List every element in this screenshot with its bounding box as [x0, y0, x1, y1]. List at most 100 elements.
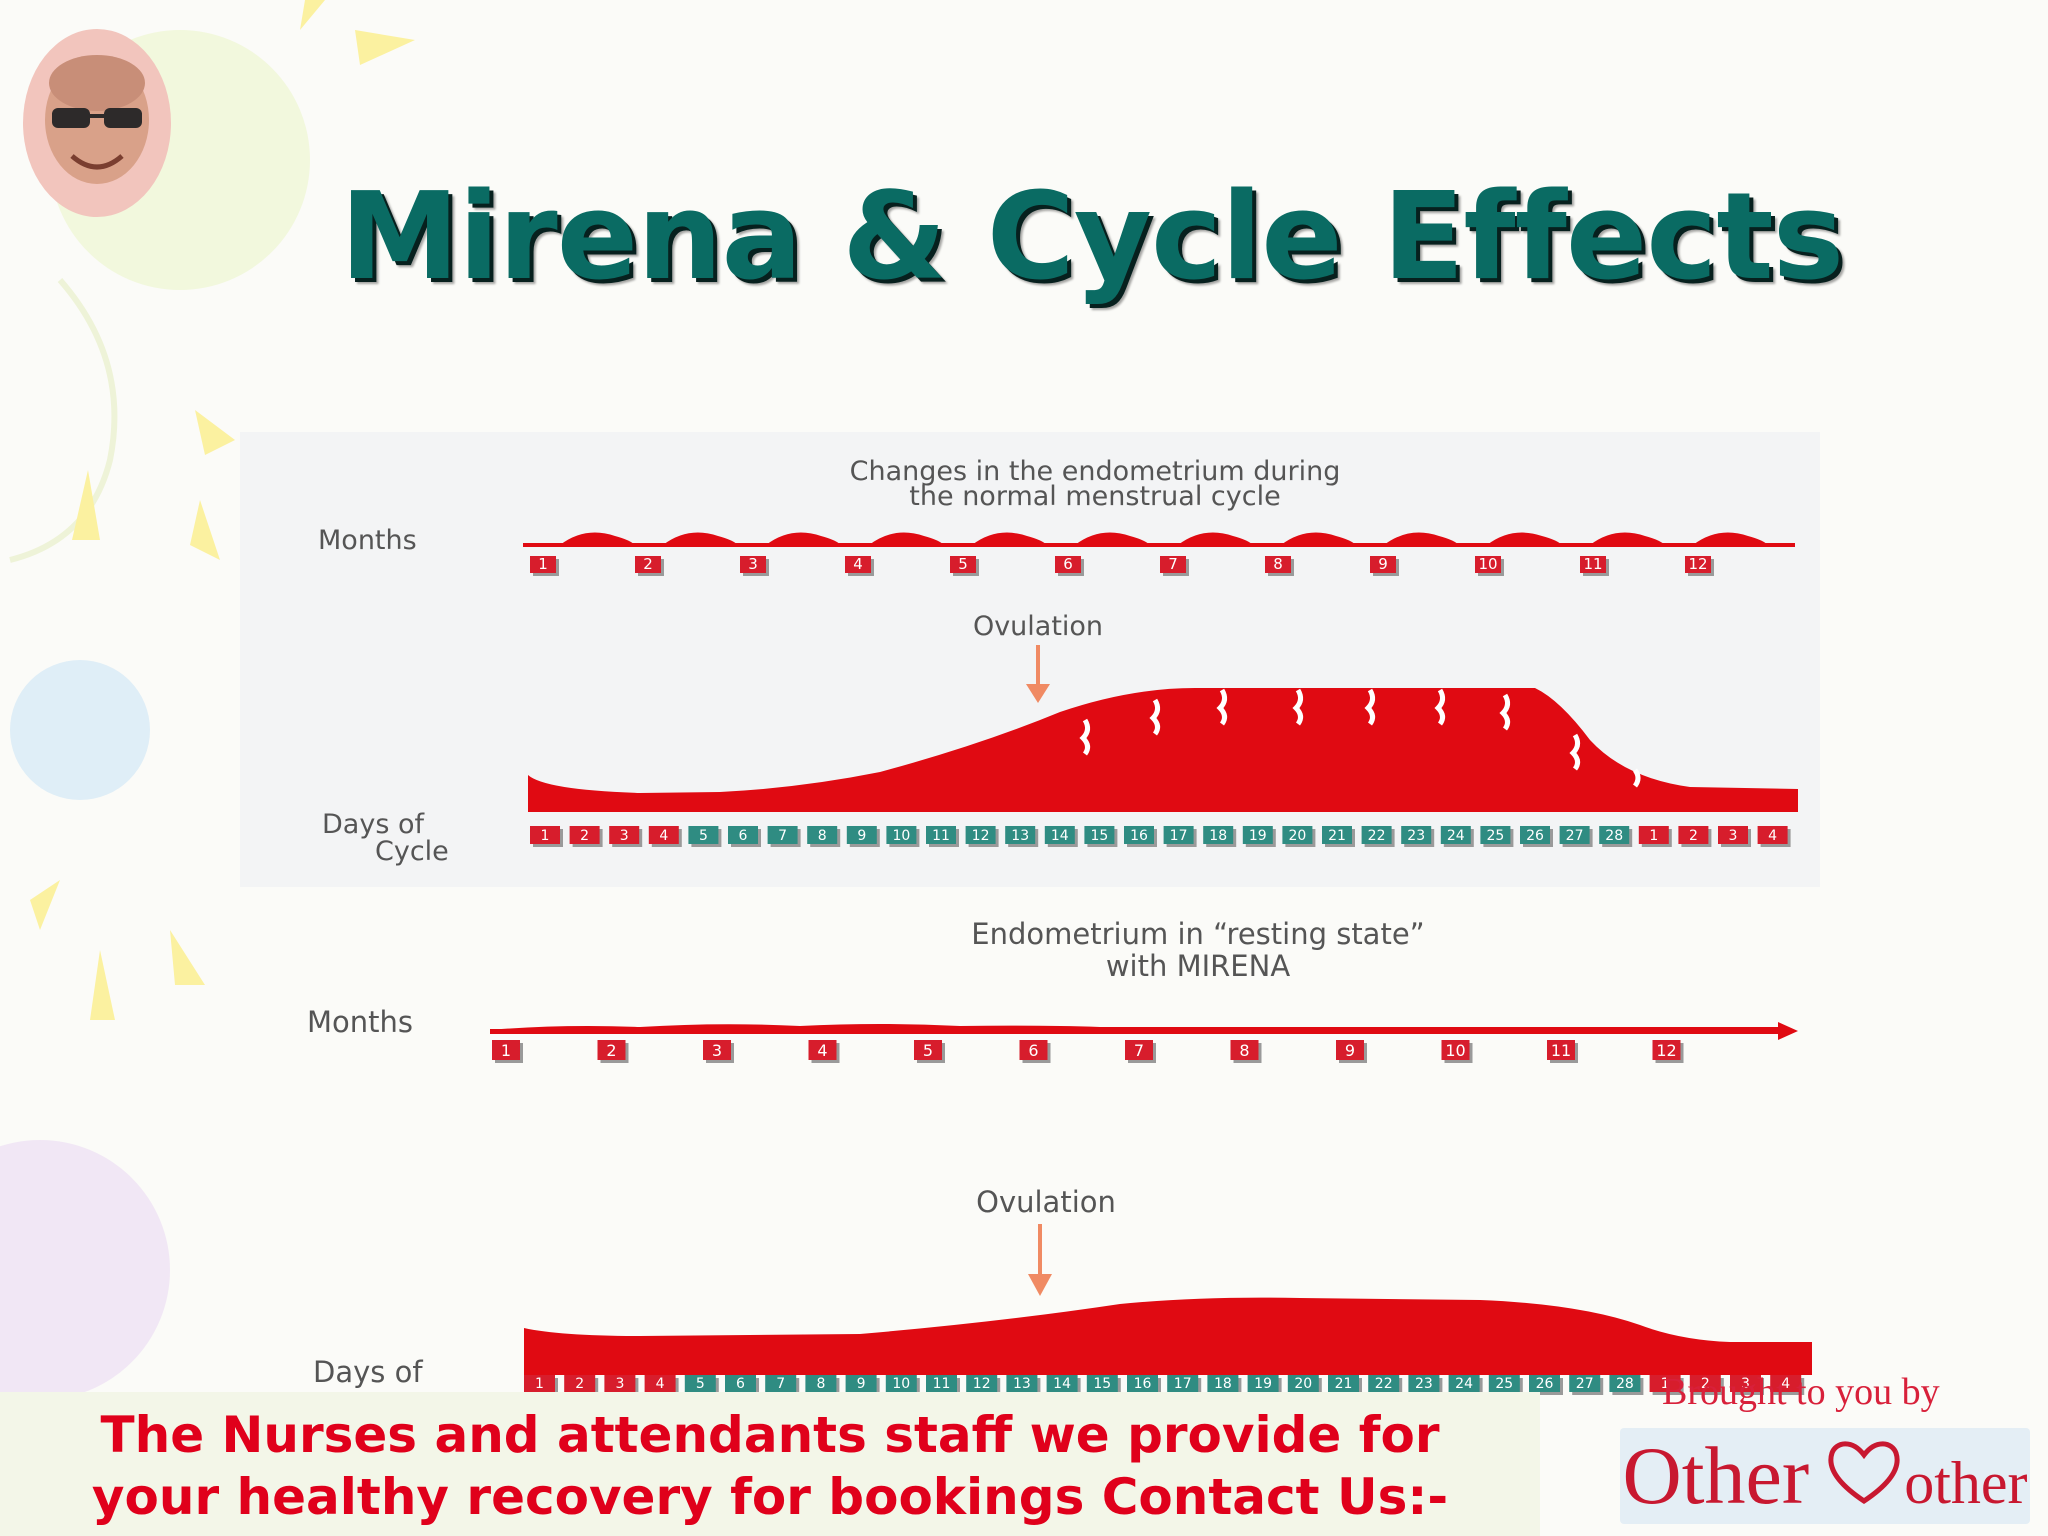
top-day-box-14: 14: [1044, 826, 1078, 847]
top-month-box-5-label: 5: [958, 555, 968, 573]
bottom-months-arrow: [490, 1022, 1798, 1040]
top-day-box-12-label: 12: [972, 828, 990, 844]
bottom-month-box-12-label: 12: [1656, 1041, 1676, 1060]
top-days-label-line1: Days of: [322, 809, 425, 840]
bottom-day-box-5: 5: [684, 1375, 719, 1395]
top-day-box-32: 4: [1757, 826, 1791, 847]
bottom-month-box-2: 2: [597, 1040, 629, 1063]
top-months-label: Months: [318, 525, 417, 556]
bottom-month-box-6: 6: [1019, 1040, 1051, 1063]
top-month-box-10: 10: [1475, 555, 1504, 576]
top-day-box-28: 28: [1599, 826, 1633, 847]
bottom-month-box-1-label: 1: [501, 1041, 511, 1060]
top-day-box-11: 11: [926, 826, 959, 847]
top-day-box-10-label: 10: [892, 828, 910, 844]
top-day-box-16-label: 16: [1130, 828, 1148, 844]
bottom-day-box-2: 2: [564, 1375, 599, 1395]
top-day-box-29: 1: [1638, 826, 1672, 847]
bottom-day-box-1-label: 1: [535, 1376, 544, 1392]
top-heading-line1: Changes in the endometrium during: [850, 456, 1341, 487]
bottom-day-box-7: 7: [765, 1375, 800, 1395]
top-day-box-7: 7: [767, 826, 801, 847]
top-day-box-5-label: 5: [699, 828, 708, 844]
bottom-months-label: Months: [307, 1005, 413, 1039]
bottom-day-box-8: 8: [805, 1375, 840, 1395]
bottom-month-box-8: 8: [1230, 1040, 1262, 1063]
bottom-day-box-23-label: 23: [1415, 1376, 1433, 1392]
top-day-box-17: 17: [1163, 826, 1197, 847]
bottom-month-box-3: 3: [703, 1040, 734, 1063]
top-day-box-21-label: 21: [1328, 828, 1346, 844]
other-mother-logo[interactable]: Other other: [1620, 1428, 2030, 1524]
top-day-box-11-label: 11: [932, 828, 950, 844]
bottom-day-box-29: 1: [1649, 1375, 1684, 1395]
bottom-day-box-11: 11: [926, 1375, 960, 1395]
bottom-day-box-28-label: 28: [1616, 1376, 1634, 1392]
bottom-month-box-11-label: 11: [1551, 1041, 1571, 1060]
top-day-box-27-label: 27: [1566, 828, 1584, 844]
bottom-day-box-27: 27: [1569, 1375, 1604, 1395]
bottom-month-box-9-label: 9: [1345, 1041, 1355, 1060]
top-month-box-8-label: 8: [1273, 555, 1283, 573]
bottom-day-box-16: 16: [1127, 1375, 1161, 1395]
top-month-humps: [560, 532, 1768, 545]
top-day-box-3-label: 3: [620, 828, 629, 844]
bottom-day-box-28: 28: [1609, 1375, 1644, 1395]
bottom-day-box-17: 17: [1167, 1375, 1202, 1395]
top-day-box-26: 26: [1520, 826, 1553, 847]
presenter-avatar: [22, 28, 172, 218]
top-day-box-24: 24: [1440, 826, 1474, 847]
top-day-box-16: 16: [1124, 826, 1157, 847]
footer-message: The Nurses and attendants staff we provi…: [0, 1404, 1540, 1528]
top-day-box-6: 6: [728, 826, 761, 847]
top-month-box-4-label: 4: [853, 555, 863, 573]
top-ovulation-label: Ovulation: [973, 611, 1103, 642]
bottom-day-box-27-label: 27: [1576, 1376, 1594, 1392]
bottom-day-box-18: 18: [1207, 1375, 1242, 1395]
bottom-day-box-18-label: 18: [1214, 1376, 1232, 1392]
bottom-month-box-7-label: 7: [1134, 1041, 1144, 1060]
bottom-day-box-15: 15: [1086, 1375, 1121, 1395]
bottom-day-box-24-label: 24: [1455, 1376, 1473, 1392]
top-day-boxes: 1 2 3 4 5 6 7 8 9 10 11 12 13 14 15 16 17 18 19 20 21 22 23 24 2…: [530, 826, 1791, 847]
bottom-day-box-32: 4: [1770, 1375, 1805, 1395]
top-month-box-1-label: 1: [538, 555, 548, 573]
top-day-box-4: 4: [648, 826, 682, 847]
bottom-month-box-10-label: 10: [1445, 1041, 1465, 1060]
top-month-hump-4: [869, 532, 944, 545]
bottom-day-box-25-label: 25: [1495, 1376, 1513, 1392]
top-day-box-13: 13: [1005, 826, 1039, 847]
bottom-month-box-5-label: 5: [923, 1041, 933, 1060]
top-day-box-32-label: 4: [1768, 828, 1777, 844]
top-month-box-11-label: 11: [1583, 555, 1602, 573]
top-month-hump-3: [766, 532, 841, 545]
top-month-hump-5: [972, 532, 1047, 545]
top-month-box-7-label: 7: [1168, 555, 1178, 573]
logo-text: Other other: [1623, 1429, 2028, 1523]
bottom-day-box-3-label: 3: [615, 1376, 624, 1392]
top-month-box-8: 8: [1265, 555, 1294, 576]
top-month-box-3-label: 3: [748, 555, 758, 573]
top-month-box-5: 5: [950, 555, 979, 576]
bottom-day-box-22: 22: [1368, 1375, 1403, 1395]
top-day-box-8: 8: [807, 826, 841, 847]
top-day-box-6-label: 6: [739, 828, 748, 844]
top-day-box-25-label: 25: [1486, 828, 1504, 844]
bottom-day-box-31-label: 3: [1741, 1376, 1750, 1392]
bottom-day-box-11-label: 11: [933, 1376, 951, 1392]
bottom-day-box-21-label: 21: [1335, 1376, 1353, 1392]
bottom-month-box-5: 5: [914, 1040, 945, 1063]
top-day-box-18-label: 18: [1209, 828, 1227, 844]
logo-second-word: other: [1904, 1450, 2028, 1516]
bottom-month-boxes: 1 2 3 4 5 6 7 8 9 10 11 12: [492, 1040, 1684, 1063]
top-day-box-19-label: 19: [1249, 828, 1267, 844]
bottom-day-box-32-label: 4: [1781, 1376, 1790, 1392]
bottom-day-box-26-label: 26: [1536, 1376, 1554, 1392]
top-day-box-5: 5: [688, 826, 722, 847]
bottom-day-box-19: 19: [1247, 1375, 1282, 1395]
top-day-box-30: 2: [1678, 826, 1712, 847]
bottom-heading-line1: Endometrium in “resting state”: [971, 917, 1424, 951]
bottom-day-box-24: 24: [1448, 1375, 1483, 1395]
